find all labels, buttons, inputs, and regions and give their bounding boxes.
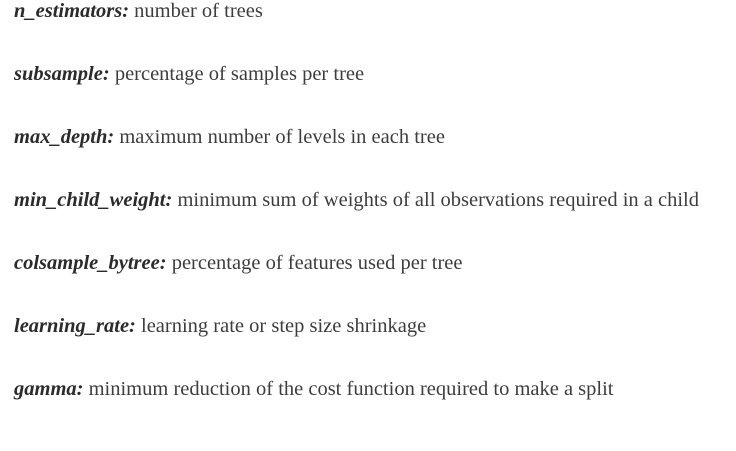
param-description: percentage of samples per tree bbox=[114, 63, 365, 85]
param-n-estimators: n_estimators: number of trees bbox=[14, 0, 730, 28]
param-description: maximum number of levels in each tree bbox=[119, 126, 445, 148]
param-name: n_estimators: bbox=[14, 0, 130, 22]
param-name: colsample_bytree: bbox=[14, 252, 167, 274]
param-max-depth: max_depth: maximum number of levels in e… bbox=[14, 120, 730, 154]
param-name: max_depth: bbox=[14, 126, 115, 148]
param-colsample-bytree: colsample_bytree: percentage of features… bbox=[14, 246, 730, 280]
parameter-list: n_estimators: number of trees subsample:… bbox=[14, 0, 730, 406]
param-name: gamma: bbox=[14, 378, 84, 400]
param-gamma: gamma: minimum reduction of the cost fun… bbox=[14, 372, 730, 406]
param-learning-rate: learning_rate: learning rate or step siz… bbox=[14, 309, 730, 343]
param-min-child-weight: min_child_weight: minimum sum of weights… bbox=[14, 183, 730, 217]
param-name: learning_rate: bbox=[14, 315, 136, 337]
param-name: subsample: bbox=[14, 63, 110, 85]
param-description: minimum reduction of the cost function r… bbox=[88, 378, 614, 400]
param-name: min_child_weight: bbox=[14, 189, 173, 211]
param-subsample: subsample: percentage of samples per tre… bbox=[14, 57, 730, 91]
param-description: percentage of features used per tree bbox=[171, 252, 463, 274]
param-description: learning rate or step size shrinkage bbox=[141, 315, 427, 337]
param-description: minimum sum of weights of all observatio… bbox=[177, 189, 699, 211]
param-description: number of trees bbox=[134, 0, 263, 22]
